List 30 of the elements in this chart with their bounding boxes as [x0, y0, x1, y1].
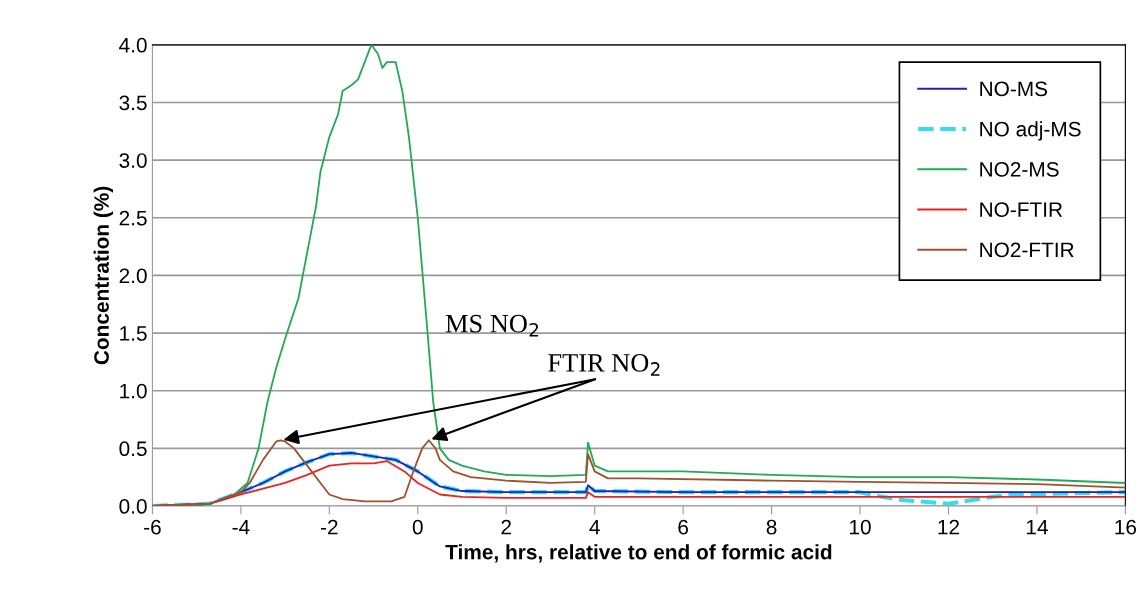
legend-label: NO-FTIR [980, 202, 1063, 217]
y-tick-label: 4.0 [119, 37, 147, 53]
legend-label: NO2-MS [980, 161, 1059, 177]
x-tick-label: 6 [678, 519, 688, 535]
annotation: FTIR NO$_{2}$ [548, 354, 660, 376]
x-tick-label: 12 [938, 519, 960, 535]
y-tick-label: 3.0 [119, 153, 147, 168]
x-tick-label: 16 [1115, 519, 1137, 535]
x-tick-label: 2 [501, 519, 511, 535]
x-tick-label: -6 [144, 519, 161, 535]
annotation: MS NO$_{2}$ [445, 314, 539, 337]
x-tick-label: 0 [412, 519, 423, 535]
y-axis-title: Concentration (%) [93, 186, 114, 365]
x-axis-title: Time, hrs, relative to end of formic acid [445, 544, 832, 563]
y-tick-label: 2.5 [119, 210, 147, 226]
y-tick-label: 1.0 [120, 383, 147, 399]
y-tick-label: 0.5 [119, 441, 147, 457]
y-tick-label: 2.0 [119, 268, 147, 284]
x-tick-label: -4 [232, 519, 250, 535]
y-tick-label: 3.5 [119, 95, 147, 111]
legend-label: NO-MS [980, 81, 1048, 97]
y-tick-label: 1.5 [120, 326, 147, 341]
legend-label: NO2-FTIR [980, 242, 1074, 258]
x-tick-label: -2 [320, 519, 338, 535]
x-tick-label: 4 [589, 519, 600, 535]
x-tick-label: 10 [850, 519, 871, 535]
x-tick-label: 8 [766, 519, 777, 535]
legend-label: NO adj-MS [980, 121, 1081, 141]
y-tick-label: 0.0 [119, 499, 147, 514]
x-tick-label: 14 [1026, 519, 1048, 535]
